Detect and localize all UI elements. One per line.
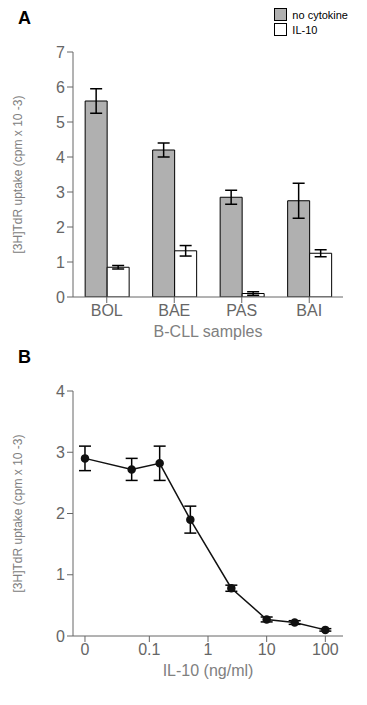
svg-text:2: 2 bbox=[56, 505, 65, 522]
svg-text:BOL: BOL bbox=[91, 302, 123, 319]
svg-text:1: 1 bbox=[56, 254, 65, 271]
svg-text:BAE: BAE bbox=[158, 302, 190, 319]
svg-text:0: 0 bbox=[56, 289, 65, 306]
svg-text:100: 100 bbox=[312, 641, 339, 658]
html-text:A: A bbox=[18, 8, 31, 28]
html-text:IL-10: IL-10 bbox=[292, 23, 318, 36]
html-text:B: B bbox=[18, 347, 31, 367]
html-text:no cytokine: no cytokine bbox=[292, 8, 348, 21]
svg-text:2: 2 bbox=[56, 219, 65, 236]
svg-text:5: 5 bbox=[56, 114, 65, 131]
svg-text:1: 1 bbox=[204, 641, 213, 658]
svg-text:[3H]TdR uptake (cpm x 10 -3): [3H]TdR uptake (cpm x 10 -3) bbox=[11, 95, 25, 253]
svg-text:3: 3 bbox=[56, 184, 65, 201]
svg-text:0.1: 0.1 bbox=[138, 641, 160, 658]
svg-text:4: 4 bbox=[56, 149, 65, 166]
svg-text:BAI: BAI bbox=[296, 302, 322, 319]
svg-text:4: 4 bbox=[56, 383, 65, 400]
svg-text:IL-10 (ng/ml): IL-10 (ng/ml) bbox=[163, 662, 254, 679]
svg-text:B-CLL samples: B-CLL samples bbox=[154, 323, 263, 340]
svg-text:6: 6 bbox=[56, 79, 65, 96]
svg-text:PAS: PAS bbox=[226, 302, 257, 319]
svg-text:[3H]TdR uptake (cpm x 10 -3): [3H]TdR uptake (cpm x 10 -3) bbox=[11, 434, 25, 592]
svg-text:0: 0 bbox=[56, 628, 65, 645]
svg-text:3: 3 bbox=[56, 444, 65, 461]
svg-text:1: 1 bbox=[56, 566, 65, 583]
svg-text:10: 10 bbox=[258, 641, 276, 658]
svg-text:0: 0 bbox=[81, 641, 90, 658]
svg-text:7: 7 bbox=[56, 44, 65, 61]
